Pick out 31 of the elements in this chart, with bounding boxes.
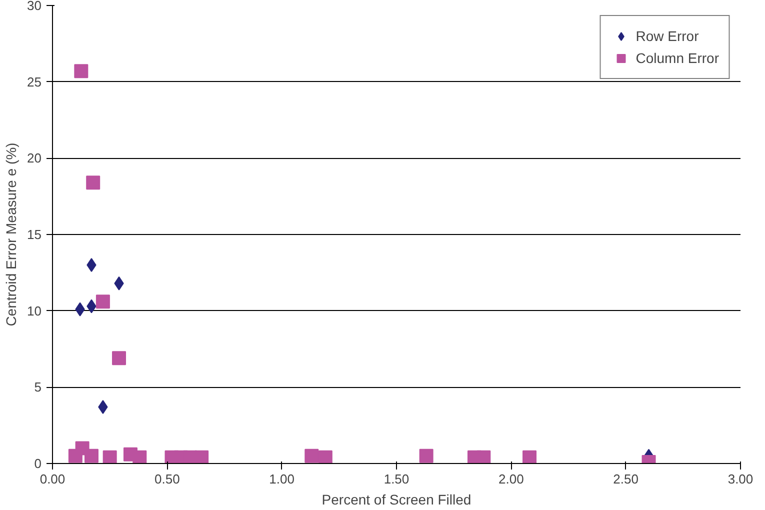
y-axis-title: Centroid Error Measure e (%) [3,142,20,326]
point [304,448,319,463]
legend-label: Column Error [636,50,719,66]
point [84,448,98,463]
x-tick-label: 0.00 [40,472,66,486]
point [318,450,332,464]
point [132,450,147,464]
point [112,351,126,366]
point [86,176,100,190]
x-tick-label: 1.00 [269,472,294,486]
point [522,450,537,464]
x-tick-label: 0.50 [154,472,180,486]
point [194,450,209,464]
y-tick-label: 0 [34,456,42,471]
x-tick-label: 3.00 [728,472,754,486]
point [476,450,491,464]
y-tick-label: 20 [27,150,42,166]
y-tick-label: 10 [27,303,42,318]
point [74,64,88,78]
y-tick-label: 25 [27,74,42,90]
legend-label: Row Error [636,28,699,44]
x-tick-label: 2.50 [613,472,638,486]
point [102,450,117,464]
x-axis-title: Percent of Screen Filled [322,492,472,508]
y-tick-label: 5 [34,380,42,395]
x-tick-label: 2.00 [498,472,524,486]
x-tick-label: 1.50 [384,472,410,486]
y-tick-label: 30 [27,0,42,13]
point [96,294,110,309]
point [419,448,434,463]
y-tick-label: 15 [27,227,42,242]
